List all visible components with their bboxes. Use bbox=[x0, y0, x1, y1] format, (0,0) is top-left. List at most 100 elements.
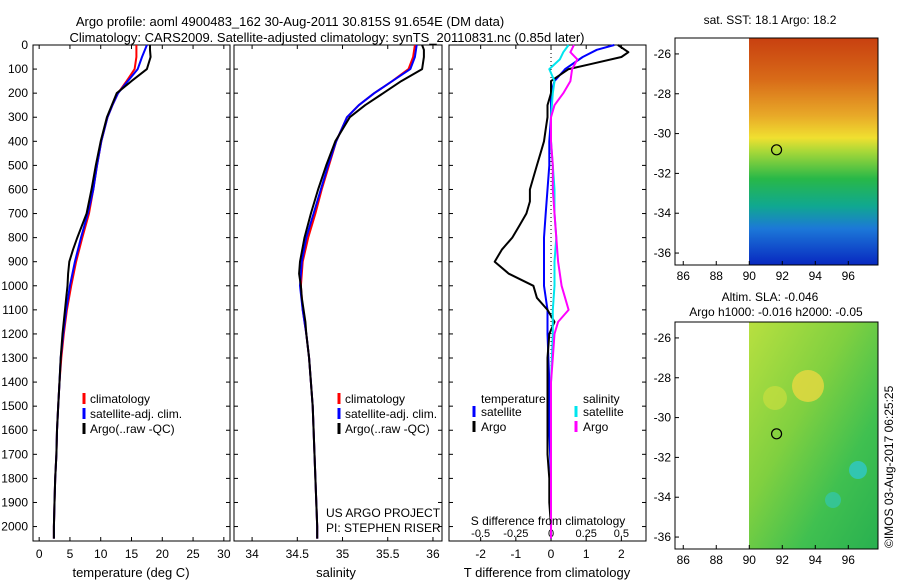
map-y-tick-label: -32 bbox=[654, 450, 672, 464]
sst-heatmap bbox=[749, 38, 878, 265]
depth-tick-label: 600 bbox=[8, 182, 28, 196]
map-x-tick-label: 86 bbox=[677, 553, 691, 567]
depth-tick-label: 100 bbox=[8, 62, 28, 76]
map-x-tick-label: 90 bbox=[743, 553, 757, 567]
series-line-temperature-argo bbox=[493, 44, 630, 539]
series-line-salinity-argo bbox=[550, 44, 579, 539]
x-tick-label: 2 bbox=[618, 547, 625, 561]
legend-label-satellite: satellite-adj. clim. bbox=[90, 407, 182, 421]
x-tick-label: 5 bbox=[67, 547, 74, 561]
map-y-tick-label: -26 bbox=[654, 331, 672, 345]
x-tick-label: 15 bbox=[125, 547, 139, 561]
map-y-tick-label: -34 bbox=[654, 490, 672, 504]
argo-position-marker bbox=[770, 144, 783, 156]
temperature-xlabel: temperature (deg C) bbox=[72, 565, 189, 580]
sla-heatmap bbox=[749, 322, 878, 549]
top-tick-label: 0.5 bbox=[614, 528, 629, 540]
map-y-tick-label: -28 bbox=[654, 87, 672, 101]
depth-tick-label: 1700 bbox=[1, 447, 28, 461]
depth-tick-label: 2000 bbox=[1, 520, 28, 534]
depth-tick-label: 1900 bbox=[1, 495, 28, 509]
map-x-tick-label: 92 bbox=[776, 553, 790, 567]
series-line-argo-raw-qc bbox=[298, 44, 425, 539]
legend-label-climatology: climatology bbox=[90, 392, 150, 406]
x-tick-label: 0 bbox=[36, 547, 43, 561]
depth-tick-label: 1000 bbox=[1, 279, 28, 293]
salinity-xlabel: salinity bbox=[316, 565, 356, 580]
x-tick-label: 36 bbox=[426, 547, 440, 561]
series-line-salinity-satellite bbox=[548, 44, 570, 539]
figure-title-line1: Argo profile: aoml 4900483_162 30-Aug-20… bbox=[76, 14, 504, 29]
x-tick-label: -2 bbox=[475, 547, 486, 561]
series-line-climatology bbox=[299, 44, 416, 539]
map-x-tick-label: 94 bbox=[809, 553, 823, 567]
sla-cool-eddy bbox=[825, 492, 841, 508]
x-tick-label: -1 bbox=[511, 547, 522, 561]
top-tick-label: -0.5 bbox=[471, 528, 490, 540]
map-x-tick-label: 88 bbox=[710, 269, 724, 283]
temperature-panel-frame bbox=[32, 44, 231, 542]
difference-legend: temperature satellite Argo salinity sate… bbox=[472, 392, 624, 434]
depth-tick-label: 1300 bbox=[1, 351, 28, 365]
x-tick-label: 35 bbox=[336, 547, 350, 561]
depth-tick-label: 800 bbox=[8, 231, 28, 245]
salinity-panel-frame bbox=[233, 44, 443, 542]
depth-tick-label: 1500 bbox=[1, 399, 28, 413]
sla-map-axes: 86 88 90 92 94 96 -26 -28 -30 -32 -34 -36 bbox=[654, 331, 856, 567]
difference-xlabel: T difference from climatology bbox=[464, 565, 631, 580]
top-tick-label: 0.25 bbox=[575, 528, 596, 540]
map-x-tick-label: 86 bbox=[677, 269, 691, 283]
sla-cool-eddy bbox=[849, 461, 867, 479]
sla-map-subtitle: Argo h1000: -0.016 h2000: -0.05 bbox=[689, 305, 863, 319]
temperature-panel: 0 5 10 15 20 25 30 bbox=[36, 44, 231, 561]
depth-tick-label: 1800 bbox=[1, 471, 28, 485]
x-tick-label: 34 bbox=[245, 547, 259, 561]
sla-map-title: Altim. SLA: -0.046 bbox=[722, 290, 819, 304]
x-tick-label: 34.5 bbox=[286, 547, 310, 561]
sst-map-frame bbox=[674, 37, 879, 266]
project-label: US ARGO PROJECT bbox=[326, 506, 441, 520]
legend-heading-salinity: salinity bbox=[583, 392, 620, 406]
map-y-tick-label: -26 bbox=[654, 47, 672, 61]
depth-tick-label: 1400 bbox=[1, 375, 28, 389]
map-y-tick-label: -36 bbox=[654, 246, 672, 260]
depth-tick-label: 200 bbox=[8, 86, 28, 100]
map-y-tick-label: -28 bbox=[654, 371, 672, 385]
map-x-tick-label: 90 bbox=[743, 269, 757, 283]
x-tick-label: 25 bbox=[186, 547, 200, 561]
x-tick-label: 1 bbox=[583, 547, 590, 561]
series-line-argo-raw-qc bbox=[52, 45, 152, 539]
sla-map bbox=[674, 321, 879, 550]
top-tick-label: -0.25 bbox=[503, 528, 528, 540]
depth-tick-label: 400 bbox=[8, 134, 28, 148]
depth-tick-label: 300 bbox=[8, 110, 28, 124]
difference-panel-frame bbox=[448, 44, 647, 542]
x-tick-label: 10 bbox=[94, 547, 108, 561]
temperature-legend: climatology satellite-adj. clim. Argo(..… bbox=[82, 392, 182, 436]
imos-credit: ©IMOS 03-Aug-2017 06:25:25 bbox=[882, 385, 896, 548]
depth-tick-label: 500 bbox=[8, 158, 28, 172]
x-tick-label: 30 bbox=[217, 547, 231, 561]
depth-tick-label: 1100 bbox=[2, 303, 28, 317]
sst-map bbox=[674, 37, 879, 266]
x-tick-label: 0 bbox=[548, 547, 555, 561]
figure-title-line2: Climatology: CARS2009. Satellite-adjuste… bbox=[70, 30, 585, 45]
series-line-satellite-adj-clim bbox=[299, 44, 418, 539]
legend-label-salinity-satellite: satellite bbox=[583, 405, 624, 419]
map-x-tick-label: 96 bbox=[842, 269, 856, 283]
depth-tick-label: 1200 bbox=[1, 327, 28, 341]
x-tick-label: 35.5 bbox=[376, 547, 400, 561]
depth-tick-label: 1600 bbox=[1, 423, 28, 437]
map-x-tick-label: 92 bbox=[776, 269, 790, 283]
map-y-tick-label: -32 bbox=[654, 166, 672, 180]
map-x-tick-label: 88 bbox=[710, 553, 724, 567]
argo-position-marker bbox=[770, 428, 783, 440]
map-x-tick-label: 96 bbox=[842, 553, 856, 567]
depth-tick-label: 700 bbox=[8, 207, 28, 221]
legend-label-temperature-argo: Argo bbox=[481, 420, 507, 434]
legend-heading-temperature: temperature bbox=[481, 392, 546, 406]
legend-label-salinity-argo: Argo bbox=[583, 420, 609, 434]
sst-map-title: sat. SST: 18.1 Argo: 18.2 bbox=[704, 13, 837, 27]
